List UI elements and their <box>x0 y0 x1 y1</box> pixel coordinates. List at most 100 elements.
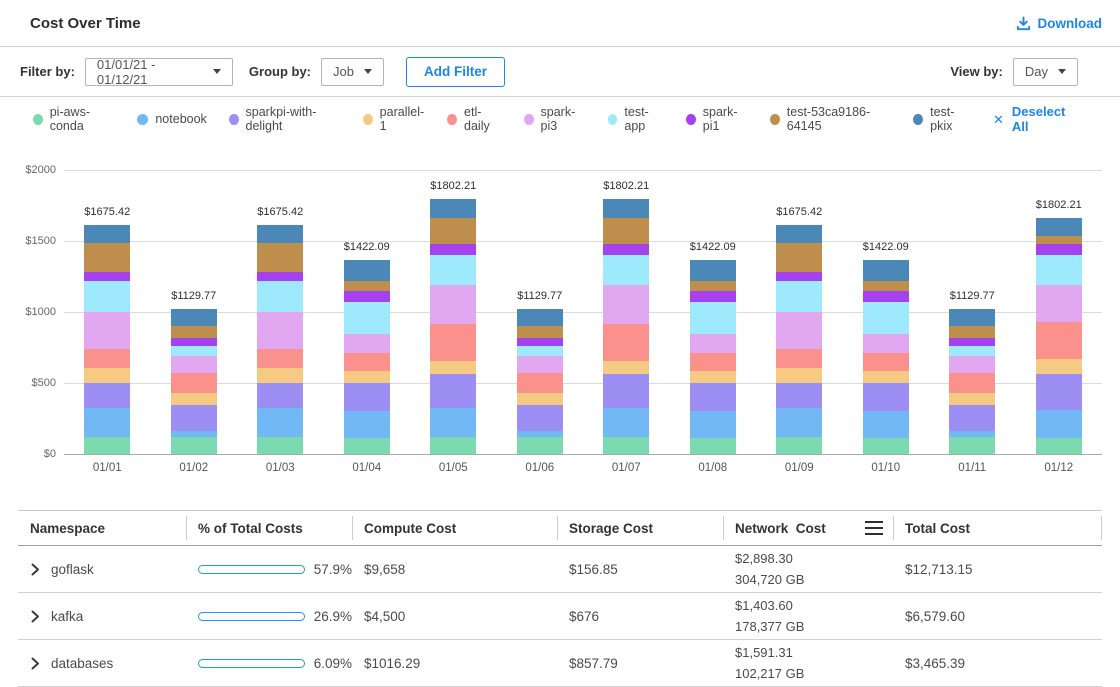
bar-segment-pi-aws-conda[interactable] <box>84 437 130 454</box>
deselect-all-button[interactable]: ✕ Deselect All <box>993 104 1078 134</box>
bar-segment-test-app[interactable] <box>171 346 217 355</box>
legend-item-sparkpi-with-delight[interactable]: sparkpi-with-delight <box>229 105 341 133</box>
bar-segment-test-pkix[interactable] <box>84 225 130 243</box>
bar-segment-pi-aws-conda[interactable] <box>171 437 217 454</box>
bar-segment-notebook[interactable] <box>603 408 649 437</box>
bar-segment-test-pkix[interactable] <box>1036 218 1082 236</box>
legend-item-spark-pi1[interactable]: spark-pi1 <box>686 105 748 133</box>
bar-segment-test-53ca9186-64145[interactable] <box>949 326 995 338</box>
date-range-select[interactable]: 01/01/21 - 01/12/21 <box>85 58 233 86</box>
bar-segment-test-app[interactable] <box>690 302 736 334</box>
bar-segment-spark-pi1[interactable] <box>863 291 909 302</box>
chevron-right-icon[interactable] <box>30 657 40 670</box>
bar-segment-pi-aws-conda[interactable] <box>776 437 822 454</box>
bar-segment-test-app[interactable] <box>430 255 476 286</box>
bar-segment-sparkpi-with-delight[interactable] <box>517 405 563 431</box>
bar-segment-sparkpi-with-delight[interactable] <box>776 383 822 408</box>
bar-segment-pi-aws-conda[interactable] <box>257 437 303 454</box>
bar-segment-spark-pi3[interactable] <box>863 334 909 353</box>
bar-segment-sparkpi-with-delight[interactable] <box>949 405 995 431</box>
bar-segment-notebook[interactable] <box>1036 410 1082 439</box>
bar-segment-test-app[interactable] <box>949 346 995 355</box>
bar-segment-test-pkix[interactable] <box>257 225 303 243</box>
bar-segment-test-pkix[interactable] <box>603 199 649 217</box>
bar-segment-test-pkix[interactable] <box>690 260 736 281</box>
chevron-right-icon[interactable] <box>30 610 40 623</box>
bar-segment-test-53ca9186-64145[interactable] <box>344 281 390 291</box>
bar-segment-test-app[interactable] <box>257 281 303 312</box>
bar-segment-test-pkix[interactable] <box>171 309 217 326</box>
bar-segment-etl-daily[interactable] <box>1036 322 1082 359</box>
bar-segment-parallel-1[interactable] <box>171 393 217 405</box>
bar-segment-sparkpi-with-delight[interactable] <box>257 383 303 408</box>
bar-segment-test-53ca9186-64145[interactable] <box>517 326 563 338</box>
bar-segment-notebook[interactable] <box>517 431 563 438</box>
bar-segment-test-53ca9186-64145[interactable] <box>430 218 476 244</box>
bar-segment-parallel-1[interactable] <box>430 361 476 374</box>
bar-segment-etl-daily[interactable] <box>949 373 995 393</box>
bar-segment-sparkpi-with-delight[interactable] <box>344 383 390 410</box>
bar-segment-etl-daily[interactable] <box>863 353 909 370</box>
legend-item-spark-pi3[interactable]: spark-pi3 <box>524 105 586 133</box>
bar-segment-test-pkix[interactable] <box>776 225 822 243</box>
legend-item-parallel-1[interactable]: parallel-1 <box>363 105 425 133</box>
bar-segment-sparkpi-with-delight[interactable] <box>690 383 736 410</box>
bar-segment-sparkpi-with-delight[interactable] <box>1036 374 1082 410</box>
bar-segment-test-pkix[interactable] <box>517 309 563 326</box>
bar-segment-test-53ca9186-64145[interactable] <box>776 243 822 272</box>
bar-segment-parallel-1[interactable] <box>1036 359 1082 373</box>
bar-segment-parallel-1[interactable] <box>344 371 390 384</box>
group-by-select[interactable]: Job <box>321 58 384 86</box>
bar-segment-test-pkix[interactable] <box>863 260 909 281</box>
legend-item-test-pkix[interactable]: test-pkix <box>913 105 971 133</box>
bar-segment-test-pkix[interactable] <box>430 199 476 217</box>
bar-segment-test-53ca9186-64145[interactable] <box>171 326 217 338</box>
bar-segment-spark-pi1[interactable] <box>603 244 649 254</box>
bar-segment-pi-aws-conda[interactable] <box>517 437 563 454</box>
legend-item-etl-daily[interactable]: etl-daily <box>447 105 501 133</box>
bar-segment-test-app[interactable] <box>863 302 909 334</box>
bar-segment-test-app[interactable] <box>84 281 130 312</box>
bar-segment-notebook[interactable] <box>344 411 390 438</box>
bar-segment-pi-aws-conda[interactable] <box>690 438 736 454</box>
chevron-right-icon[interactable] <box>30 563 40 576</box>
bar-segment-spark-pi1[interactable] <box>430 244 476 254</box>
bar-segment-pi-aws-conda[interactable] <box>344 438 390 454</box>
bar-segment-notebook[interactable] <box>430 408 476 437</box>
download-button[interactable]: Download <box>1016 16 1103 31</box>
bar-segment-test-app[interactable] <box>1036 255 1082 285</box>
legend-item-pi-aws-conda[interactable]: pi-aws-conda <box>33 105 115 133</box>
bar-segment-spark-pi1[interactable] <box>776 272 822 281</box>
bar-segment-test-app[interactable] <box>517 346 563 355</box>
bar-segment-test-53ca9186-64145[interactable] <box>1036 236 1082 244</box>
bar-segment-etl-daily[interactable] <box>84 349 130 368</box>
bar-segment-spark-pi3[interactable] <box>949 356 995 373</box>
bar-segment-notebook[interactable] <box>949 431 995 438</box>
bar-segment-test-53ca9186-64145[interactable] <box>690 281 736 291</box>
bar-segment-notebook[interactable] <box>171 431 217 438</box>
bar-segment-spark-pi3[interactable] <box>690 334 736 353</box>
bar-segment-pi-aws-conda[interactable] <box>430 437 476 454</box>
bar-segment-etl-daily[interactable] <box>603 324 649 361</box>
bar-segment-notebook[interactable] <box>84 408 130 436</box>
bar-segment-spark-pi3[interactable] <box>84 312 130 350</box>
view-by-select[interactable]: Day <box>1013 58 1078 86</box>
bar-segment-parallel-1[interactable] <box>517 393 563 405</box>
bar-segment-etl-daily[interactable] <box>517 373 563 393</box>
bar-segment-test-pkix[interactable] <box>949 309 995 326</box>
bar-segment-spark-pi3[interactable] <box>430 285 476 323</box>
bar-segment-etl-daily[interactable] <box>171 373 217 393</box>
bar-segment-etl-daily[interactable] <box>257 349 303 368</box>
bar-segment-test-53ca9186-64145[interactable] <box>84 243 130 272</box>
bar-segment-spark-pi3[interactable] <box>1036 285 1082 322</box>
bar-segment-parallel-1[interactable] <box>776 368 822 383</box>
legend-item-test-53ca9186-64145[interactable]: test-53ca9186-64145 <box>770 105 891 133</box>
bar-segment-sparkpi-with-delight[interactable] <box>171 405 217 431</box>
bar-segment-parallel-1[interactable] <box>863 371 909 384</box>
bar-segment-test-53ca9186-64145[interactable] <box>863 281 909 291</box>
bar-segment-notebook[interactable] <box>690 411 736 438</box>
bar-segment-test-app[interactable] <box>776 281 822 312</box>
bar-segment-spark-pi3[interactable] <box>257 312 303 350</box>
bar-segment-spark-pi3[interactable] <box>171 356 217 373</box>
bar-segment-etl-daily[interactable] <box>344 353 390 370</box>
